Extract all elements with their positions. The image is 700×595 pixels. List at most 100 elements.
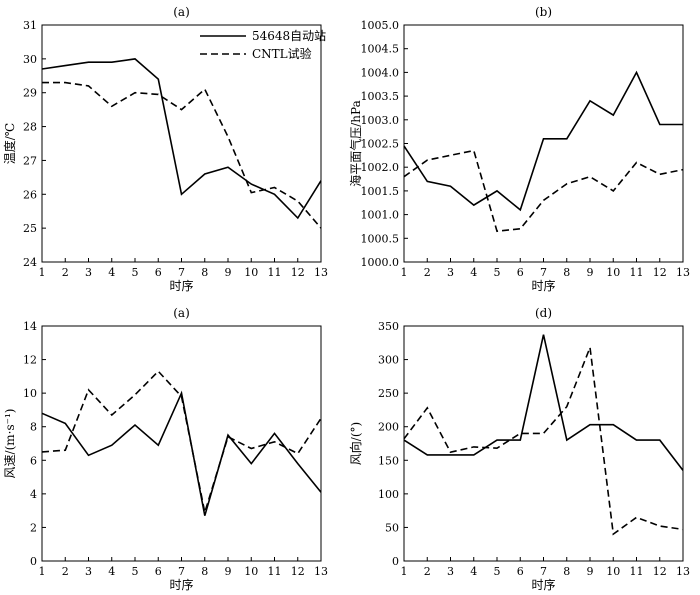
x-tick-label: 9 [225, 565, 232, 578]
y-tick-label: 6 [30, 454, 37, 467]
y-tick-label: 12 [23, 354, 37, 367]
x-tick-label: 12 [291, 565, 305, 578]
x-tick-label: 9 [225, 266, 232, 279]
y-tick-label: 28 [23, 121, 37, 134]
panel-label: (a) [173, 306, 190, 320]
y-tick-label: 4 [30, 488, 37, 501]
chart-panel-3: (a)1 2 3 4 5 6 7 8 9 10 11 12 1302468101214时序风速/(m·s… [3, 306, 328, 592]
plot-frame [41, 325, 322, 562]
series-line-station [41, 390, 322, 516]
y-tick-label: 25 [23, 222, 37, 235]
y-tick-label: 1000.0 [361, 256, 400, 269]
x-tick-label: 4 [108, 266, 115, 279]
y-tick-label: 1001.5 [361, 185, 400, 198]
x-tick-label: 7 [178, 565, 185, 578]
y-tick-label: 300 [378, 354, 399, 367]
x-axis-title: 时序 [169, 278, 193, 293]
x-tick-label: 3 [85, 266, 92, 279]
x-tick-label: 5 [132, 266, 139, 279]
x-tick-label: 12 [291, 266, 305, 279]
y-tick-label: 0 [30, 555, 37, 568]
y-tick-label: 1001.0 [361, 209, 400, 222]
x-tick-label: 12 [653, 266, 667, 279]
series-line-station [41, 58, 322, 220]
panel-label: (a) [173, 5, 190, 19]
series-line-cntl [403, 149, 684, 233]
x-tick-label: 12 [653, 565, 667, 578]
y-tick-label: 50 [385, 521, 399, 534]
y-tick-label: 1003.0 [361, 114, 400, 127]
y-tick-label: 150 [378, 454, 399, 467]
y-axis-title: 海平面气压/hPa [348, 100, 363, 186]
series-line-station [403, 70, 683, 212]
x-axis-title: 时序 [531, 577, 555, 592]
legend-label: 54648自动站 [252, 29, 326, 43]
x-tick-label: 6 [155, 266, 162, 279]
y-tick-label: 0 [392, 555, 399, 568]
x-axis-title: 时序 [169, 577, 193, 592]
x-tick-label: 10 [606, 565, 620, 578]
x-tick-label: 1 [39, 565, 46, 578]
y-tick-label: 1005.0 [361, 19, 400, 32]
x-tick-label: 7 [178, 266, 185, 279]
x-tick-label: 8 [563, 565, 570, 578]
y-tick-label: 1000.5 [361, 232, 400, 245]
y-tick-label: 26 [23, 188, 37, 201]
x-tick-label: 5 [494, 565, 501, 578]
x-tick-label: 3 [447, 266, 454, 279]
x-tick-label: 7 [540, 266, 547, 279]
y-tick-label: 250 [378, 387, 399, 400]
x-tick-label: 8 [201, 565, 208, 578]
chart-panel-2: (b)1 2 3 4 5 6 7 8 9 10 11 12 131000.01000.51001.010… [348, 5, 690, 293]
panel-label: (d) [535, 306, 552, 320]
x-tick-label: 2 [62, 565, 69, 578]
x-tick-label: 13 [314, 266, 328, 279]
x-tick-label: 9 [587, 565, 594, 578]
y-axis-title: 温度/℃ [2, 123, 17, 164]
y-tick-label: 1004.5 [361, 43, 400, 56]
x-axis-title: 时序 [531, 278, 555, 293]
y-tick-label: 30 [23, 53, 37, 66]
x-tick-label: 6 [517, 565, 524, 578]
x-tick-label: 4 [108, 565, 115, 578]
x-tick-label: 11 [630, 565, 644, 578]
series-line-station [403, 334, 684, 471]
x-tick-label: 5 [132, 565, 139, 578]
y-tick-label: 350 [378, 320, 399, 333]
series-line-cntl [403, 347, 684, 536]
x-tick-label: 8 [201, 266, 208, 279]
x-tick-label: 1 [401, 565, 408, 578]
x-tick-label: 11 [268, 565, 282, 578]
x-tick-label: 4 [470, 565, 477, 578]
x-tick-label: 10 [244, 266, 258, 279]
legend-label: CNTL试验 [252, 46, 312, 61]
chart-panel-1: (a)1 2 3 4 5 6 7 8 9 10 11 12 132425262728293031时序温度… [2, 5, 328, 293]
x-tick-label: 8 [563, 266, 570, 279]
y-tick-label: 29 [23, 87, 37, 100]
x-tick-label: 10 [244, 565, 258, 578]
x-tick-label: 1 [39, 266, 46, 279]
x-tick-label: 13 [314, 565, 328, 578]
series-line-cntl [41, 370, 322, 513]
x-tick-label: 3 [447, 565, 454, 578]
y-tick-label: 27 [23, 154, 37, 167]
x-tick-label: 13 [676, 565, 690, 578]
plot-frame [403, 24, 684, 263]
x-tick-label: 2 [424, 565, 431, 578]
y-tick-label: 1002.0 [361, 161, 400, 174]
x-tick-label: 11 [268, 266, 282, 279]
y-tick-label: 200 [378, 421, 399, 434]
x-tick-label: 6 [155, 565, 162, 578]
panel-label: (b) [535, 5, 552, 19]
y-tick-label: 24 [23, 256, 37, 269]
x-tick-label: 4 [470, 266, 477, 279]
x-tick-label: 2 [424, 266, 431, 279]
x-tick-label: 11 [630, 266, 644, 279]
y-tick-label: 31 [23, 19, 37, 32]
y-tick-label: 1002.5 [361, 138, 400, 151]
x-tick-label: 3 [85, 565, 92, 578]
y-tick-label: 1003.5 [361, 90, 400, 103]
y-axis-title: 风速/(m·s⁻¹) [3, 409, 17, 479]
y-tick-label: 8 [30, 421, 37, 434]
